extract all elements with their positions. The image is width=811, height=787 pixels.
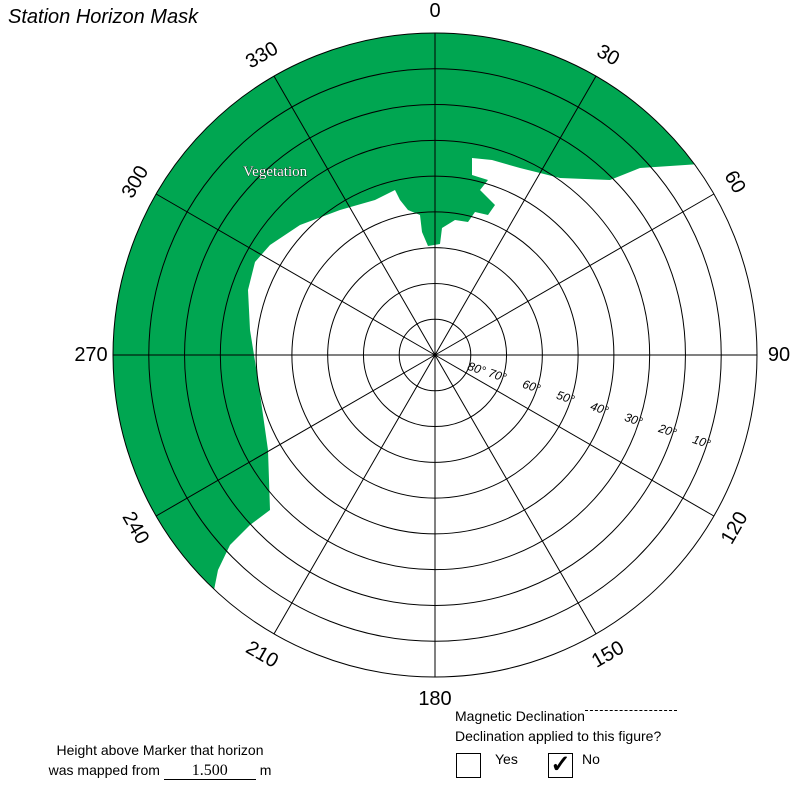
yes-checkbox[interactable] — [456, 753, 481, 778]
yes-label: Yes — [495, 751, 518, 767]
height-value-field: 1.500 — [163, 763, 256, 780]
azimuth-label: 180 — [418, 688, 451, 710]
magnetic-declination: Magnetic Declination — [455, 708, 677, 724]
azimuth-spoke — [434, 354, 715, 517]
azimuth-label: 0 — [429, 0, 440, 22]
azimuth-label: 30 — [593, 40, 623, 70]
azimuth-spoke — [434, 75, 597, 356]
elevation-label: 70° — [487, 366, 509, 385]
azimuth-label: 270 — [74, 344, 107, 366]
elevation-label: 80° — [466, 359, 488, 378]
azimuth-spoke — [155, 193, 436, 356]
azimuth-label: 330 — [242, 37, 282, 73]
azimuth-label: 60 — [720, 167, 750, 197]
azimuth-spoke — [434, 193, 715, 356]
azimuth-label: 210 — [242, 637, 282, 673]
elevation-label: 50° — [555, 388, 577, 407]
height-line1: Height above Marker that horizon — [56, 742, 264, 758]
azimuth-spoke — [273, 354, 436, 635]
no-label: No — [582, 751, 600, 767]
elevation-label: 30° — [623, 410, 645, 429]
elevation-label: 40° — [589, 399, 611, 418]
azimuth-label: 240 — [117, 508, 153, 548]
magnetic-declination-blank — [584, 710, 677, 711]
elevation-labels: 80° 70° 60° 50° 40° 30° 20° 10° — [466, 359, 713, 451]
height-unit: m — [259, 762, 272, 778]
polar-grid — [112, 32, 758, 678]
azimuth-label: 120 — [717, 508, 753, 548]
height-block: Height above Marker that horizon was map… — [10, 740, 310, 780]
elevation-label: 10° — [691, 432, 713, 451]
declination-applied-question: Declination applied to this figure? — [455, 728, 662, 744]
vegetation-label: Vegetation — [243, 164, 308, 180]
no-checkbox[interactable]: ✓ — [548, 753, 573, 778]
elevation-label: 60° — [521, 377, 543, 396]
height-prefix: was mapped from — [48, 762, 160, 778]
check-mark-icon: ✓ — [550, 751, 571, 778]
azimuth-label: 300 — [117, 162, 153, 202]
azimuth-label: 150 — [588, 637, 628, 673]
height-line2: was mapped from 1.500 m — [10, 760, 310, 780]
azimuth-label: 90 — [768, 344, 790, 366]
azimuth-spoke — [273, 75, 436, 356]
azimuth-spoke — [155, 354, 436, 517]
elevation-label: 20° — [656, 421, 679, 440]
azimuth-spoke — [434, 354, 597, 635]
magnetic-declination-label: Magnetic Declination — [455, 708, 585, 724]
page-title: Station Horizon Mask — [8, 6, 199, 28]
